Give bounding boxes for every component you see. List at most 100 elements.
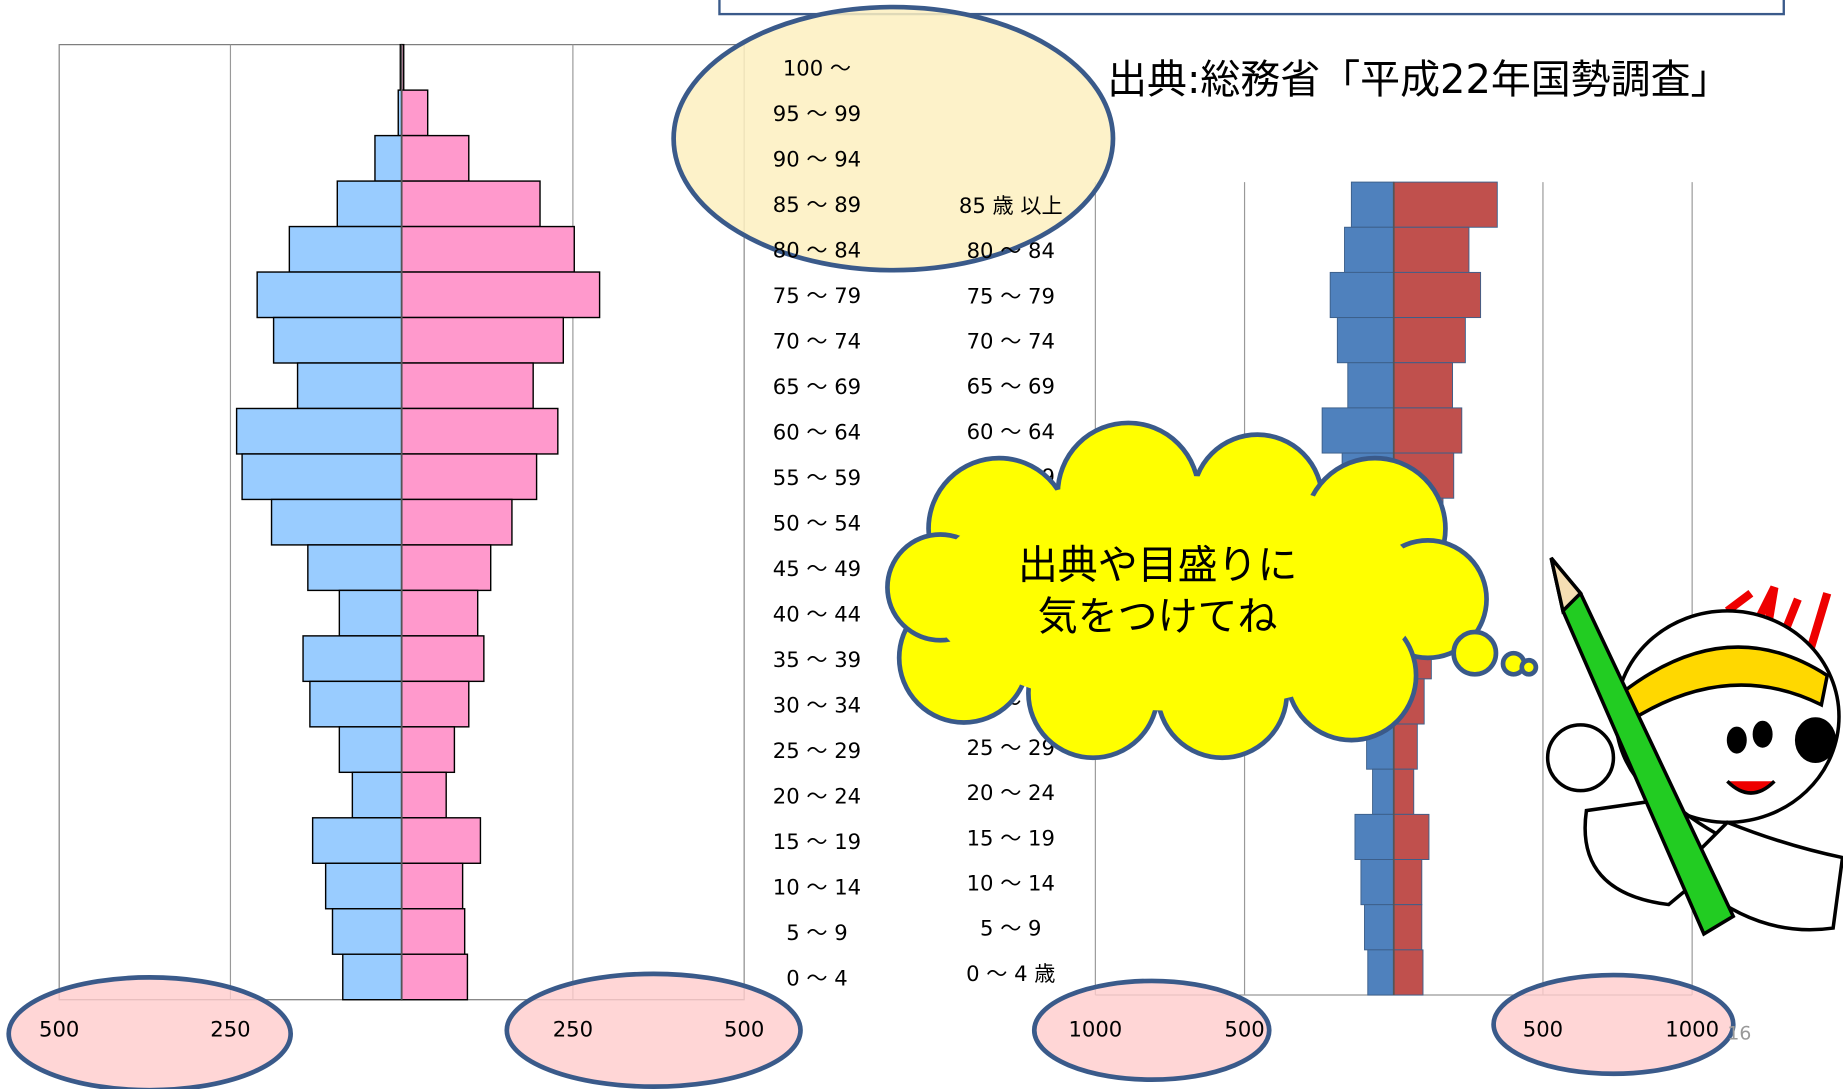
bar-right bbox=[400, 908, 466, 955]
bar-right bbox=[400, 89, 429, 137]
category-label: 45 ～ 49 bbox=[773, 556, 861, 581]
category-label: 20 ～ 24 bbox=[773, 783, 861, 808]
bar-left bbox=[235, 407, 403, 455]
bar-left bbox=[311, 817, 403, 864]
bar-right bbox=[1393, 407, 1463, 454]
bar-right bbox=[400, 862, 464, 910]
bar-right bbox=[400, 453, 538, 501]
bar-right bbox=[400, 680, 470, 728]
x-tick-label: 1000 bbox=[1665, 1016, 1719, 1041]
bar-left bbox=[241, 453, 403, 501]
bar-left bbox=[309, 680, 403, 728]
category-label: 80 ～ 84 bbox=[967, 238, 1055, 263]
title-box bbox=[718, 0, 1785, 16]
bar-left bbox=[1329, 271, 1395, 319]
category-label: 75 ～ 79 bbox=[967, 283, 1055, 308]
category-label: 95 ～ 99 bbox=[773, 101, 861, 126]
category-label: 30 ～ 34 bbox=[773, 692, 861, 717]
source-note: 出典:総務省「平成22年国勢調査」 bbox=[1107, 57, 1730, 103]
x-tick-label: 250 bbox=[210, 1016, 250, 1041]
bar-left bbox=[374, 134, 403, 182]
bar-left bbox=[296, 362, 403, 410]
category-label: 10 ～ 14 bbox=[967, 870, 1055, 895]
bar-left bbox=[324, 862, 403, 910]
bar-right bbox=[1393, 226, 1470, 273]
bar-right bbox=[400, 134, 470, 182]
bar-left bbox=[351, 771, 403, 819]
bar-right bbox=[400, 589, 479, 637]
bar-right bbox=[400, 180, 541, 228]
bar-right bbox=[1393, 271, 1482, 319]
bar-left bbox=[1347, 362, 1395, 409]
speech-cloud bbox=[885, 420, 1539, 761]
bar-right bbox=[1393, 813, 1430, 861]
bar-left bbox=[307, 544, 403, 592]
category-label: 10 ～ 14 bbox=[773, 874, 861, 899]
category-label: 55 ～ 59 bbox=[773, 465, 861, 490]
bar-right bbox=[1393, 859, 1423, 906]
category-label: 65 ～ 69 bbox=[773, 374, 861, 399]
bar-right bbox=[400, 726, 456, 774]
category-label: 80 ～ 84 bbox=[773, 238, 861, 263]
bubble-text: 出典や目盛りに bbox=[1018, 542, 1298, 588]
bar-left bbox=[1372, 768, 1395, 815]
bar-right bbox=[400, 407, 559, 455]
bar-right bbox=[400, 544, 492, 592]
highlight-ellipse bbox=[1491, 972, 1736, 1077]
bar-right bbox=[400, 817, 482, 864]
category-label: 85 歳 以上 bbox=[959, 193, 1063, 218]
bar-left bbox=[1360, 859, 1395, 906]
category-label: 90 ～ 94 bbox=[773, 147, 861, 172]
category-label: 0 ～ 4 bbox=[786, 965, 847, 990]
bar-right bbox=[1393, 181, 1498, 228]
category-label: 20 ～ 24 bbox=[967, 780, 1055, 805]
bar-left bbox=[1364, 904, 1395, 951]
bar-right bbox=[400, 271, 601, 319]
category-label: 50 ～ 54 bbox=[773, 511, 861, 536]
category-label: 0 ～ 4 歳 bbox=[966, 961, 1055, 986]
bar-right bbox=[400, 953, 469, 1001]
bar-left bbox=[338, 726, 403, 774]
x-tick-label: 500 bbox=[39, 1016, 79, 1041]
category-label: 100 ～ bbox=[783, 56, 851, 81]
x-tick-label: 500 bbox=[724, 1016, 764, 1041]
bar-left bbox=[270, 498, 403, 546]
ticks-over: 500 250 250 500 1000 500 500 1000 bbox=[39, 1016, 1719, 1041]
bar-left bbox=[302, 635, 403, 683]
bar-right bbox=[1393, 723, 1418, 770]
bar-left bbox=[336, 180, 403, 228]
highlight-ellipse bbox=[671, 4, 1116, 273]
category-label: 15 ～ 19 bbox=[967, 825, 1055, 850]
bar-left bbox=[288, 225, 403, 273]
bubble-text: 気をつけてね bbox=[1038, 594, 1278, 640]
bar-right bbox=[1393, 949, 1424, 996]
bar-right bbox=[400, 362, 534, 410]
category-label: 5 ～ 9 bbox=[786, 920, 847, 945]
highlight-ellipse bbox=[504, 971, 803, 1089]
category-label: 5 ～ 9 bbox=[980, 916, 1041, 941]
x-tick-label: 500 bbox=[1224, 1016, 1264, 1041]
category-label: 60 ～ 64 bbox=[773, 420, 861, 445]
category-label: 15 ～ 19 bbox=[773, 829, 861, 854]
bar-right bbox=[400, 316, 565, 364]
bar-left bbox=[1344, 226, 1395, 273]
category-label: 25 ～ 29 bbox=[773, 738, 861, 763]
x-tick-label: 250 bbox=[553, 1016, 593, 1041]
category-label: 65 ～ 69 bbox=[967, 374, 1055, 399]
bar-right bbox=[1393, 768, 1415, 815]
bar-left bbox=[272, 316, 403, 364]
category-label: 60 ～ 64 bbox=[967, 419, 1055, 444]
bar-left bbox=[331, 908, 403, 955]
x-tick-label: 1000 bbox=[1068, 1016, 1122, 1041]
category-label: 25 ～ 29 bbox=[967, 735, 1055, 760]
category-label: 70 ～ 74 bbox=[773, 329, 861, 354]
category-label: 75 ～ 79 bbox=[773, 283, 861, 308]
labels-over: 100 ～ 95 ～ 99 90 ～ 94 85 ～ 89 80 ～ 84 75 ～ 79… bbox=[773, 56, 1063, 991]
bar-left bbox=[1336, 317, 1395, 364]
bar-left bbox=[1321, 407, 1395, 454]
bar-right bbox=[1393, 362, 1454, 409]
bar-left bbox=[1350, 181, 1395, 228]
category-label: 70 ～ 74 bbox=[967, 329, 1055, 354]
